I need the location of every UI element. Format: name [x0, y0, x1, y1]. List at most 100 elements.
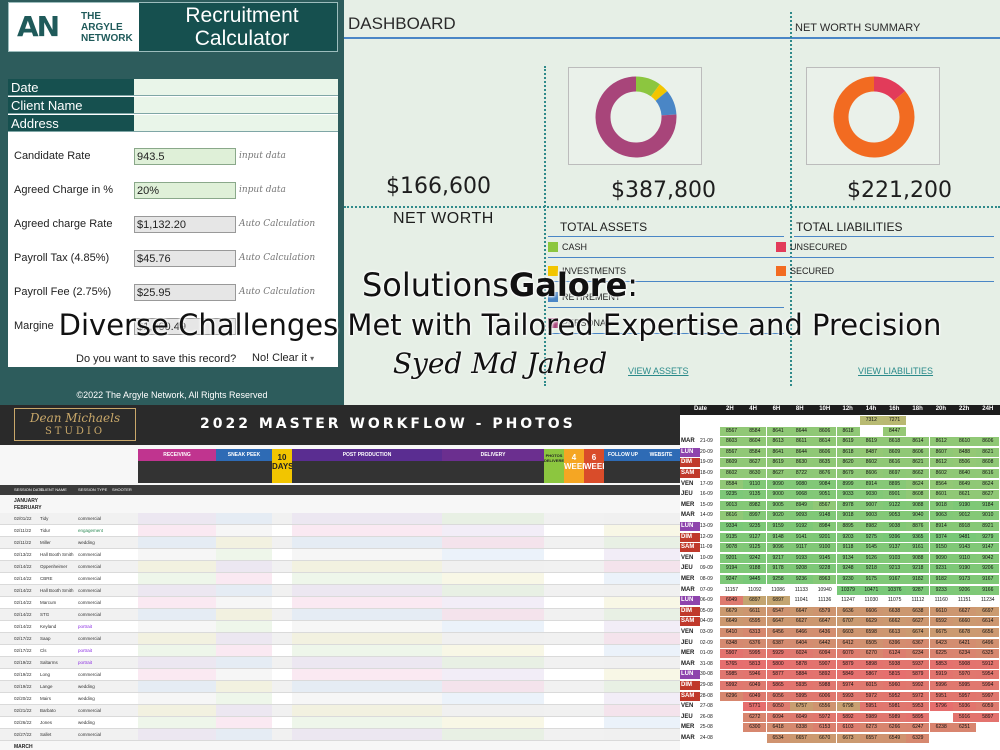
workflow-status-cell[interactable]	[216, 693, 272, 704]
workflow-status-cell[interactable]	[138, 705, 216, 716]
workflow-status-cell[interactable]	[292, 669, 442, 680]
workflow-status-cell[interactable]	[292, 537, 442, 548]
table-row[interactable]: 02/26/22 Jones wedding	[0, 717, 680, 729]
workflow-status-cell[interactable]	[292, 609, 442, 620]
workflow-status-cell[interactable]	[216, 669, 272, 680]
table-row[interactable]: 02/11/22 Tidur engagement	[0, 525, 680, 537]
workflow-status-cell[interactable]	[138, 549, 216, 560]
workflow-status-cell[interactable]	[138, 621, 216, 632]
workflow-status-cell[interactable]	[216, 561, 272, 572]
workflow-status-cell[interactable]	[138, 561, 216, 572]
workflow-status-cell[interactable]	[138, 513, 216, 524]
workflow-status-cell[interactable]	[292, 561, 442, 572]
workflow-status-cell[interactable]	[292, 681, 442, 692]
workflow-status-cell[interactable]	[292, 585, 442, 596]
table-row[interactable]: 02/14/22 Keyland portrait	[0, 621, 680, 633]
workflow-status-cell[interactable]	[604, 693, 680, 704]
clear-option-dropdown[interactable]: No! Clear it ▾	[252, 352, 314, 364]
workflow-status-cell[interactable]	[442, 717, 544, 728]
table-row[interactable]: 02/01/22 Tidy commercial	[0, 513, 680, 525]
workflow-status-cell[interactable]	[442, 645, 544, 656]
table-row[interactable]: 02/14/22 Hall Booth Smith commercial	[0, 585, 680, 597]
address-input[interactable]	[134, 115, 338, 131]
view-assets-link[interactable]: VIEW ASSETS	[628, 366, 689, 376]
workflow-status-cell[interactable]	[442, 549, 544, 560]
workflow-status-cell[interactable]	[442, 537, 544, 548]
workflow-status-cell[interactable]	[138, 693, 216, 704]
workflow-status-cell[interactable]	[442, 585, 544, 596]
workflow-status-cell[interactable]	[216, 549, 272, 560]
workflow-status-cell[interactable]	[292, 513, 442, 524]
date-input[interactable]	[134, 79, 338, 95]
workflow-status-cell[interactable]	[604, 609, 680, 620]
workflow-status-cell[interactable]	[138, 681, 216, 692]
workflow-status-cell[interactable]	[604, 513, 680, 524]
workflow-status-cell[interactable]	[604, 561, 680, 572]
workflow-status-cell[interactable]	[442, 669, 544, 680]
workflow-status-cell[interactable]	[604, 621, 680, 632]
workflow-status-cell[interactable]	[216, 513, 272, 524]
client-name-input[interactable]	[134, 97, 338, 113]
workflow-status-cell[interactable]	[442, 609, 544, 620]
workflow-status-cell[interactable]	[292, 717, 442, 728]
workflow-status-cell[interactable]	[138, 729, 216, 740]
workflow-status-cell[interactable]	[442, 525, 544, 536]
workflow-status-cell[interactable]	[442, 657, 544, 668]
workflow-status-cell[interactable]	[442, 561, 544, 572]
table-row[interactable]: 02/17/22 Cls portrait	[0, 645, 680, 657]
workflow-status-cell[interactable]	[216, 621, 272, 632]
workflow-status-cell[interactable]	[442, 633, 544, 644]
workflow-status-cell[interactable]	[138, 609, 216, 620]
workflow-status-cell[interactable]	[442, 693, 544, 704]
table-row[interactable]: 02/19/22 Lange wedding	[0, 681, 680, 693]
workflow-status-cell[interactable]	[292, 645, 442, 656]
workflow-status-cell[interactable]	[442, 597, 544, 608]
workflow-status-cell[interactable]	[292, 705, 442, 716]
workflow-status-cell[interactable]	[442, 681, 544, 692]
workflow-status-cell[interactable]	[216, 573, 272, 584]
workflow-status-cell[interactable]	[138, 525, 216, 536]
table-row[interactable]: 02/14/22 STG commercial	[0, 609, 680, 621]
workflow-status-cell[interactable]	[292, 525, 442, 536]
workflow-status-cell[interactable]	[604, 537, 680, 548]
table-row[interactable]: 02/21/22 Barbato commercial	[0, 705, 680, 717]
workflow-status-cell[interactable]	[138, 585, 216, 596]
workflow-status-cell[interactable]	[604, 597, 680, 608]
view-liabilities-link[interactable]: VIEW LIABILITIES	[858, 366, 934, 376]
workflow-status-cell[interactable]	[138, 597, 216, 608]
workflow-status-cell[interactable]	[292, 549, 442, 560]
workflow-status-cell[interactable]	[216, 525, 272, 536]
workflow-status-cell[interactable]	[216, 597, 272, 608]
table-row[interactable]: 02/19/22 Saltarms portrait	[0, 657, 680, 669]
workflow-status-cell[interactable]	[604, 525, 680, 536]
workflow-status-cell[interactable]	[442, 729, 544, 740]
workflow-status-cell[interactable]	[292, 657, 442, 668]
workflow-status-cell[interactable]	[604, 729, 680, 740]
workflow-status-cell[interactable]	[604, 681, 680, 692]
workflow-status-cell[interactable]	[138, 633, 216, 644]
workflow-status-cell[interactable]	[216, 729, 272, 740]
candidate-rate-input[interactable]: 943.5	[134, 148, 236, 165]
workflow-status-cell[interactable]	[604, 645, 680, 656]
agreed-charge-percent-input[interactable]: 20%	[134, 182, 236, 199]
table-row[interactable]: 02/14/22 Marcum commercial	[0, 597, 680, 609]
table-row[interactable]: 02/20/22 Mairs wedding	[0, 693, 680, 705]
workflow-status-cell[interactable]	[442, 513, 544, 524]
workflow-status-cell[interactable]	[216, 609, 272, 620]
workflow-status-cell[interactable]	[604, 657, 680, 668]
workflow-status-cell[interactable]	[604, 573, 680, 584]
workflow-status-cell[interactable]	[138, 717, 216, 728]
workflow-status-cell[interactable]	[292, 597, 442, 608]
workflow-status-cell[interactable]	[604, 585, 680, 596]
table-row[interactable]: 02/13/22 Hall Booth Smith commercial	[0, 549, 680, 561]
workflow-status-cell[interactable]	[442, 705, 544, 716]
workflow-status-cell[interactable]	[292, 693, 442, 704]
workflow-status-cell[interactable]	[604, 705, 680, 716]
table-row[interactable]: 02/14/22 Oppenheimer commercial	[0, 561, 680, 573]
workflow-status-cell[interactable]	[604, 669, 680, 680]
workflow-status-cell[interactable]	[138, 573, 216, 584]
workflow-status-cell[interactable]	[442, 621, 544, 632]
workflow-status-cell[interactable]	[138, 669, 216, 680]
workflow-status-cell[interactable]	[604, 549, 680, 560]
table-row[interactable]: 02/11/22 Miller wedding	[0, 537, 680, 549]
